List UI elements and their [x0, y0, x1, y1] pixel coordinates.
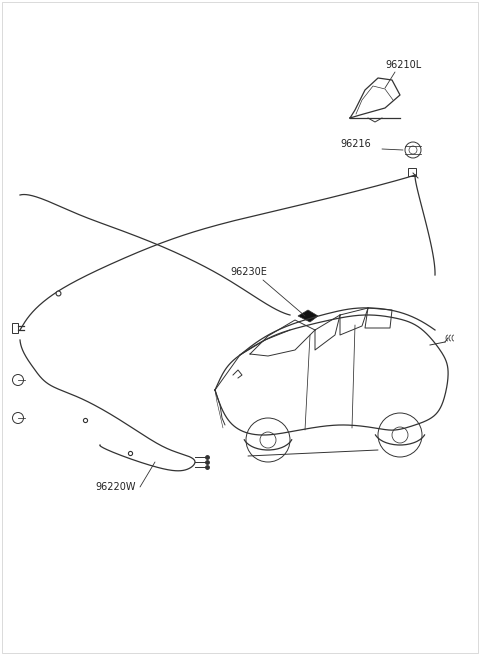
Text: 96220W: 96220W [95, 482, 135, 492]
Text: 96230E: 96230E [230, 267, 267, 277]
Text: 96210L: 96210L [385, 60, 421, 70]
Text: 96216: 96216 [340, 139, 371, 149]
Polygon shape [298, 310, 318, 322]
